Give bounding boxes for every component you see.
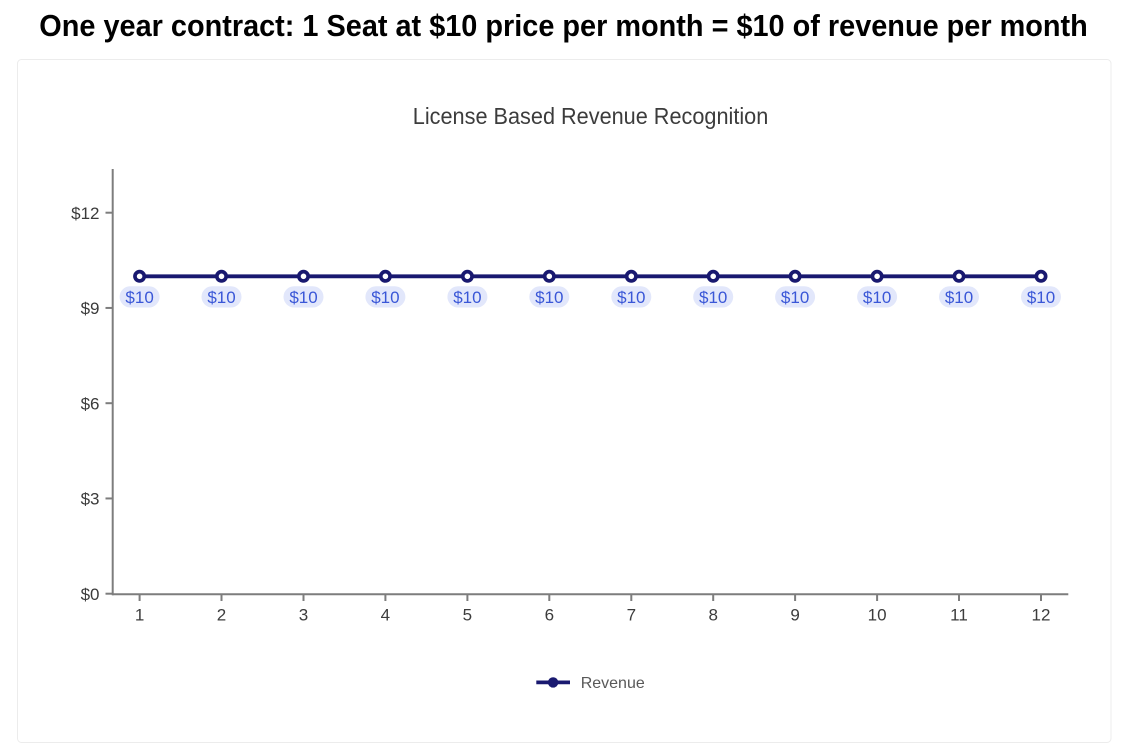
svg-text:9: 9	[790, 606, 799, 625]
svg-text:5: 5	[463, 606, 472, 625]
svg-text:$10: $10	[207, 288, 235, 307]
svg-text:$10: $10	[781, 288, 809, 307]
svg-text:$10: $10	[289, 288, 317, 307]
svg-text:$10: $10	[945, 288, 973, 307]
svg-text:$10: $10	[617, 288, 645, 307]
svg-text:12: 12	[1032, 606, 1051, 625]
svg-text:$10: $10	[535, 288, 563, 307]
svg-text:1: 1	[135, 606, 144, 625]
svg-text:4: 4	[381, 606, 390, 625]
svg-text:8: 8	[708, 606, 717, 625]
svg-text:$10: $10	[453, 288, 481, 307]
svg-text:Revenue: Revenue	[581, 675, 645, 692]
svg-text:6: 6	[545, 606, 554, 625]
svg-text:10: 10	[868, 606, 887, 625]
svg-text:$10: $10	[699, 288, 727, 307]
svg-text:$6: $6	[81, 394, 100, 413]
svg-text:$9: $9	[81, 299, 100, 318]
svg-text:$12: $12	[71, 204, 99, 223]
svg-text:$10: $10	[863, 288, 891, 307]
svg-text:$3: $3	[81, 490, 100, 509]
svg-text:$10: $10	[371, 288, 399, 307]
svg-text:License Based Revenue Recognit: License Based Revenue Recognition	[413, 103, 769, 129]
svg-text:7: 7	[627, 606, 636, 625]
svg-text:$10: $10	[1027, 288, 1055, 307]
svg-text:$0: $0	[81, 585, 100, 604]
svg-text:One year contract: 1 Seat at $: One year contract: 1 Seat at $10 price p…	[39, 8, 1088, 43]
svg-text:11: 11	[950, 606, 968, 625]
svg-text:$10: $10	[125, 288, 153, 307]
svg-text:3: 3	[299, 606, 308, 625]
svg-text:2: 2	[217, 606, 226, 625]
